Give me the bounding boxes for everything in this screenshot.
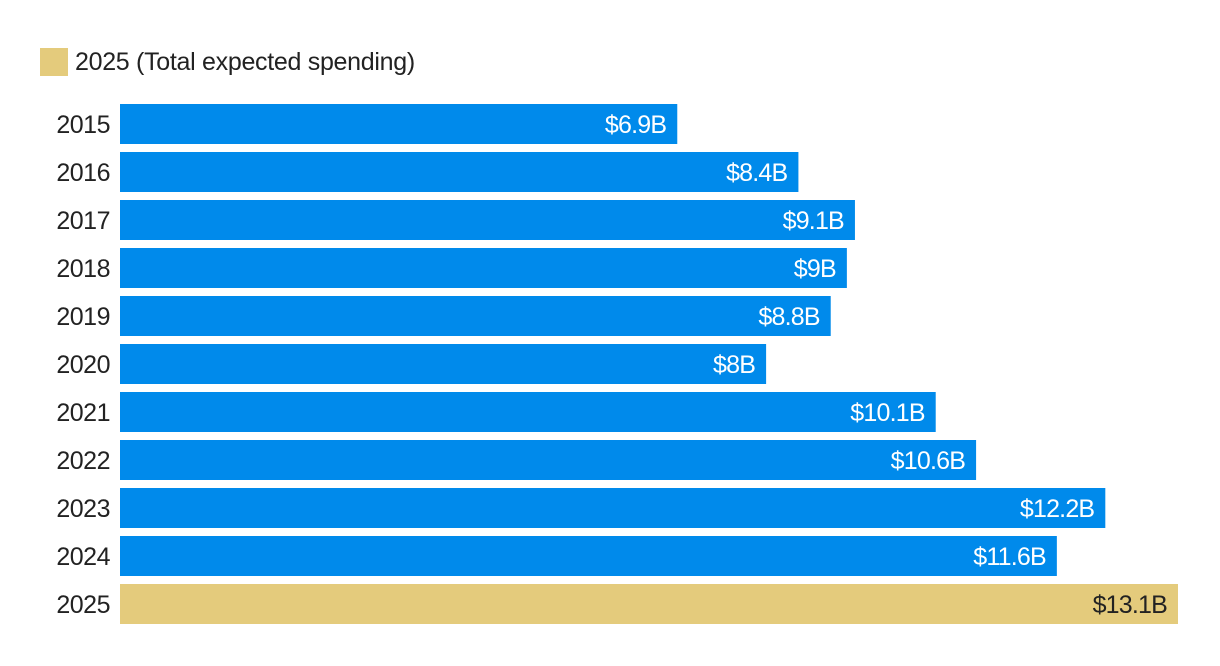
- bar-2024: [120, 536, 1057, 576]
- category-label: 2017: [56, 207, 110, 235]
- category-label: 2020: [56, 351, 110, 379]
- legend-swatch: [40, 48, 68, 76]
- bar-row-2018: 2018 $9B: [56, 248, 847, 288]
- category-label: 2018: [56, 255, 110, 283]
- bar-row-2021: 2021 $10.1B: [56, 392, 936, 432]
- value-label: $12.2B: [1020, 495, 1095, 523]
- bar-2023: [120, 488, 1106, 528]
- value-label: $13.1B: [1093, 591, 1168, 619]
- category-label: 2022: [56, 447, 110, 475]
- bar-2019: [120, 296, 831, 336]
- category-label: 2023: [56, 495, 110, 523]
- category-label: 2025: [56, 591, 110, 619]
- bar-row-2019: 2019 $8.8B: [56, 296, 831, 336]
- bar-2020: [120, 344, 767, 384]
- value-label: $8.8B: [758, 303, 819, 331]
- category-label: 2021: [56, 399, 110, 427]
- value-label: $9B: [794, 255, 836, 283]
- bar-row-2023: 2023 $12.2B: [56, 488, 1106, 528]
- category-label: 2015: [56, 111, 110, 139]
- bar-2017: [120, 200, 855, 240]
- value-label: $8.4B: [726, 159, 787, 187]
- value-label: $6.9B: [605, 111, 666, 139]
- bar-row-2022: 2022 $10.6B: [56, 440, 977, 480]
- bar-2022: [120, 440, 977, 480]
- value-label: $11.6B: [973, 543, 1046, 571]
- chart-legend: 2025 (Total expected spending): [40, 47, 415, 77]
- legend-label: 2025 (Total expected spending): [75, 47, 415, 76]
- bar-row-2020: 2020 $8B: [56, 344, 767, 384]
- bar-2016: [120, 152, 799, 192]
- bar-2025: [120, 584, 1178, 624]
- bar-row-2024: 2024 $11.6B: [56, 536, 1057, 576]
- bar-row-2025: 2025 $13.1B: [56, 584, 1178, 624]
- value-label: $9.1B: [783, 207, 844, 235]
- category-label: 2016: [56, 159, 110, 187]
- value-label: $10.6B: [891, 447, 966, 475]
- bar-2015: [120, 104, 678, 144]
- bar-row-2016: 2016 $8.4B: [56, 152, 799, 192]
- bar-row-2015: 2015 $6.9B: [56, 104, 678, 144]
- category-label: 2019: [56, 303, 110, 331]
- value-label: $8B: [713, 351, 755, 379]
- bar-2018: [120, 248, 847, 288]
- bar-row-2017: 2017 $9.1B: [56, 200, 855, 240]
- value-label: $10.1B: [850, 399, 925, 427]
- category-label: 2024: [56, 543, 110, 571]
- bar-2021: [120, 392, 936, 432]
